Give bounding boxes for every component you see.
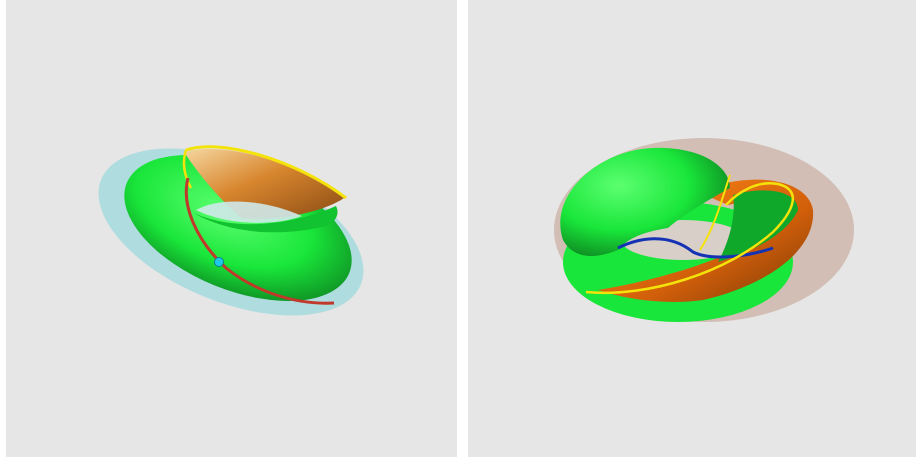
red-curve: [184, 177, 335, 305]
orange-band: [598, 179, 814, 302]
blue-curve: [617, 237, 774, 259]
green-upper-lobe: [560, 147, 730, 256]
left-surface-render: [98, 145, 364, 316]
orange-inner-band: [184, 148, 344, 219]
yellow-curve-edge: [182, 149, 193, 189]
green-lip: [192, 206, 338, 233]
right-surface-render: [554, 138, 854, 322]
yellow-curve: [585, 181, 795, 295]
green-inner-strip: [718, 190, 798, 262]
right-panel: [468, 0, 916, 457]
left-panel: [6, 0, 457, 457]
cyan-point: [214, 257, 224, 267]
yellow-curve: [185, 145, 347, 200]
torus-hole: [196, 201, 302, 223]
yellow-curve-inner: [699, 174, 731, 251]
